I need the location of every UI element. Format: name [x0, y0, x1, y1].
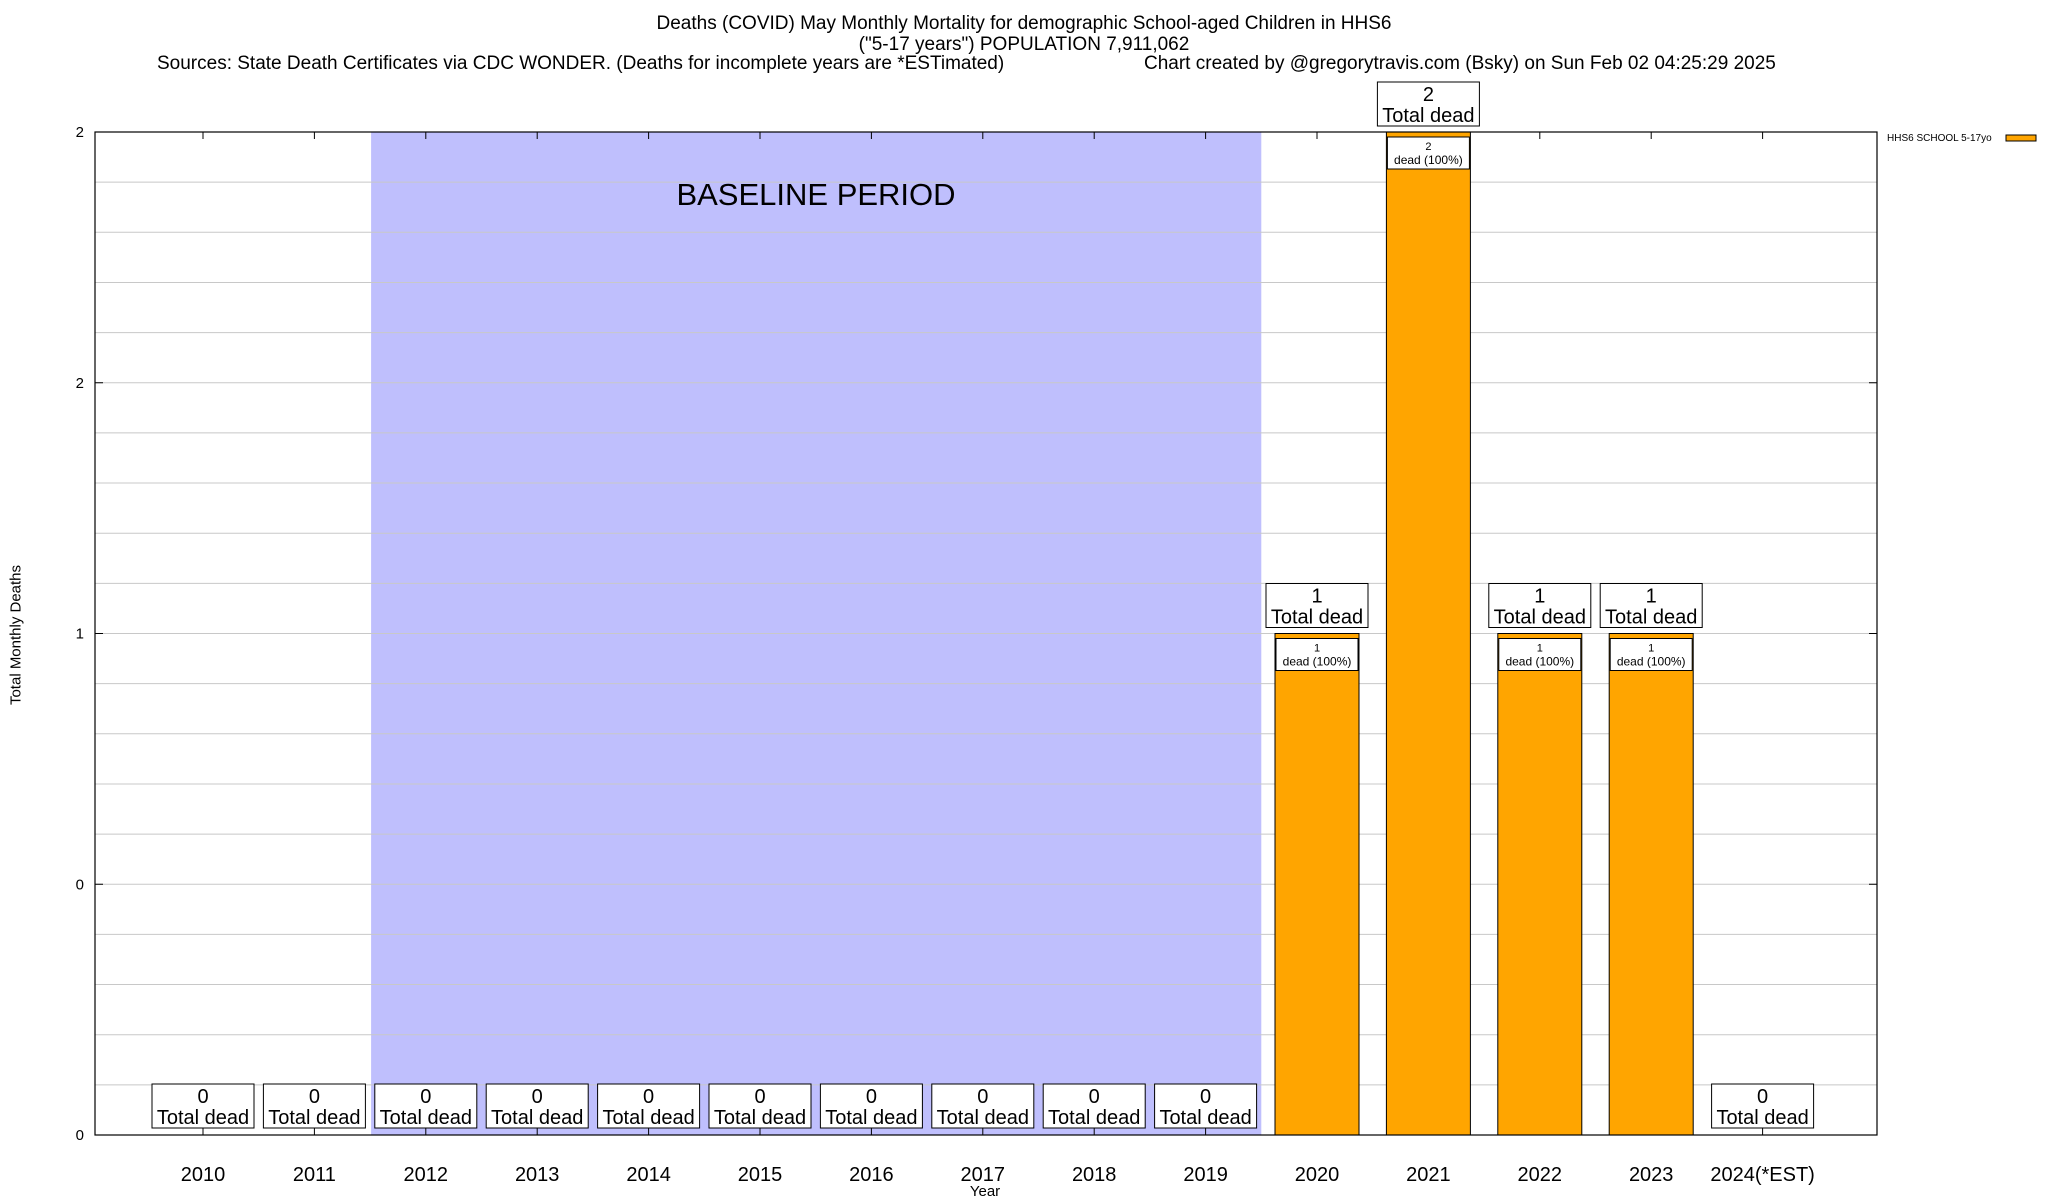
total-label-box [1042, 1083, 1146, 1129]
legend-label: HHS6 SCHOOL 5-17yo [1887, 133, 1992, 144]
total-label-box [1376, 81, 1480, 127]
total-label-box [485, 1083, 589, 1129]
total-label-box [708, 1083, 812, 1129]
bar-value-label: 1 [1314, 643, 1320, 655]
x-tick-label: 2017 [961, 1164, 1006, 1186]
total-dead-label: Total dead [1159, 1107, 1251, 1129]
x-tick-label: 2020 [1295, 1164, 1340, 1186]
total-label-box [151, 1083, 255, 1129]
bar-percent-label: dead (100%) [1505, 655, 1574, 669]
total-label-box [819, 1083, 923, 1129]
total-dead-label: Total dead [380, 1107, 472, 1129]
total-label-box [597, 1083, 701, 1129]
total-value-label: 0 [1089, 1086, 1100, 1108]
total-dead-label: Total dead [1271, 607, 1363, 629]
total-value-label: 0 [197, 1086, 208, 1108]
chart-title: Deaths (COVID) May Monthly Mortality for… [656, 13, 1392, 34]
total-label-box [931, 1083, 1035, 1129]
bar [1497, 633, 1583, 1136]
x-tick-label: 2021 [1406, 1164, 1451, 1186]
total-dead-label: Total dead [1382, 105, 1474, 127]
total-dead-label: Total dead [268, 1107, 360, 1129]
legend-swatch [2005, 134, 2037, 142]
x-tick-label: 2024(*EST) [1710, 1164, 1815, 1186]
total-value-label: 0 [977, 1086, 988, 1108]
total-dead-label: Total dead [825, 1107, 917, 1129]
total-dead-label: Total dead [1716, 1107, 1808, 1129]
total-value-label: 0 [1200, 1086, 1211, 1108]
bar-percent-label: dead (100%) [1394, 153, 1463, 167]
x-tick-label: 2013 [515, 1164, 560, 1186]
baseline-period-label: BASELINE PERIOD [676, 177, 955, 212]
bar [1608, 633, 1694, 1136]
y-tick-label: 0 [76, 1127, 84, 1144]
bar-percent-label: dead (100%) [1617, 655, 1686, 669]
total-value-label: 1 [1311, 586, 1322, 608]
total-label-box [1154, 1083, 1258, 1129]
total-value-label: 0 [1757, 1086, 1768, 1108]
x-tick-label: 2012 [404, 1164, 449, 1186]
total-label-box [1488, 583, 1592, 628]
bar-percent-label: dead (100%) [1283, 655, 1352, 669]
total-dead-label: Total dead [937, 1107, 1029, 1129]
total-label-box [262, 1083, 366, 1129]
total-value-label: 0 [532, 1086, 543, 1108]
total-value-label: 0 [420, 1086, 431, 1108]
x-tick-label: 2018 [1072, 1164, 1117, 1186]
total-label-box [1711, 1083, 1815, 1129]
bar-label-box [1609, 638, 1693, 671]
total-dead-label: Total dead [1048, 1107, 1140, 1129]
plot-frame [94, 131, 1878, 1136]
bar-label-box [1498, 638, 1582, 671]
total-value-label: 1 [1646, 586, 1657, 608]
total-value-label: 0 [754, 1086, 765, 1108]
bar-value-label: 1 [1537, 643, 1543, 655]
x-axis-label: Year [969, 1183, 1001, 1200]
x-tick-label: 2016 [849, 1164, 894, 1186]
total-label-box [1599, 583, 1703, 628]
chart-sources: Sources: State Death Certificates via CD… [157, 53, 1005, 74]
bar-label-box [1275, 638, 1359, 671]
total-dead-label: Total dead [602, 1107, 694, 1129]
x-tick-label: 2023 [1629, 1164, 1674, 1186]
total-dead-label: Total dead [1605, 607, 1697, 629]
x-tick-label: 2022 [1518, 1164, 1563, 1186]
bar-value-label: 1 [1648, 643, 1654, 655]
x-tick-label: 2015 [738, 1164, 783, 1186]
total-label-box [1265, 583, 1369, 628]
total-label-box [374, 1083, 478, 1129]
bar-value-label: 2 [1425, 141, 1431, 153]
total-dead-label: Total dead [714, 1107, 806, 1129]
total-value-label: 0 [866, 1086, 877, 1108]
y-tick-label: 2 [76, 124, 84, 141]
total-value-label: 0 [643, 1086, 654, 1108]
y-tick-label: 2 [76, 375, 84, 392]
total-value-label: 2 [1423, 84, 1434, 106]
x-tick-label: 2014 [626, 1164, 671, 1186]
total-value-label: 0 [309, 1086, 320, 1108]
y-tick-label: 0 [76, 876, 84, 893]
y-tick-label: 1 [76, 626, 84, 643]
total-value-label: 1 [1534, 586, 1545, 608]
x-tick-label: 2011 [293, 1164, 336, 1186]
x-tick-label: 2019 [1183, 1164, 1228, 1186]
x-tick-label: 2010 [181, 1164, 226, 1186]
total-dead-label: Total dead [491, 1107, 583, 1129]
total-dead-label: Total dead [157, 1107, 249, 1129]
chart-credit: Chart created by @gregorytravis.com (Bsk… [1144, 53, 1776, 74]
bar [1385, 131, 1471, 1136]
chart-subtitle: ("5-17 years") POPULATION 7,911,062 [858, 34, 1190, 55]
bar [1274, 633, 1360, 1136]
total-dead-label: Total dead [1494, 607, 1586, 629]
bar-label-box [1386, 136, 1470, 170]
